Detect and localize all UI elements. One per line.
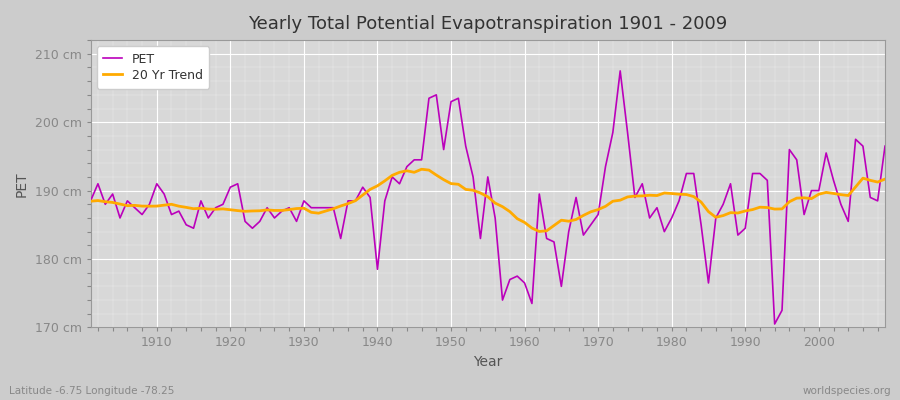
- 20 Yr Trend: [879, 177, 890, 182]
- PET: [512, 274, 523, 278]
- Title: Yearly Total Potential Evapotranspiration 1901 - 2009: Yearly Total Potential Evapotranspiratio…: [248, 15, 727, 33]
- 20 Yr Trend: [622, 194, 633, 199]
- X-axis label: Year: Year: [473, 355, 502, 369]
- 20 Yr Trend: [416, 167, 427, 172]
- 20 Yr Trend: [144, 204, 155, 208]
- 20 Yr Trend: [519, 220, 530, 225]
- PET: [519, 280, 530, 285]
- Line: PET: PET: [91, 71, 885, 324]
- PET: [615, 68, 626, 73]
- 20 Yr Trend: [306, 210, 317, 215]
- PET: [608, 130, 618, 135]
- 20 Yr Trend: [350, 198, 361, 203]
- Legend: PET, 20 Yr Trend: PET, 20 Yr Trend: [97, 46, 209, 89]
- PET: [144, 202, 155, 207]
- PET: [350, 198, 361, 203]
- Text: worldspecies.org: worldspecies.org: [803, 386, 891, 396]
- PET: [306, 205, 317, 210]
- Line: 20 Yr Trend: 20 Yr Trend: [91, 169, 885, 232]
- Text: Latitude -6.75 Longitude -78.25: Latitude -6.75 Longitude -78.25: [9, 386, 175, 396]
- 20 Yr Trend: [534, 229, 544, 234]
- PET: [770, 322, 780, 326]
- PET: [879, 144, 890, 148]
- PET: [86, 198, 96, 203]
- 20 Yr Trend: [526, 226, 537, 230]
- 20 Yr Trend: [86, 199, 96, 204]
- Y-axis label: PET: PET: [15, 171, 29, 196]
